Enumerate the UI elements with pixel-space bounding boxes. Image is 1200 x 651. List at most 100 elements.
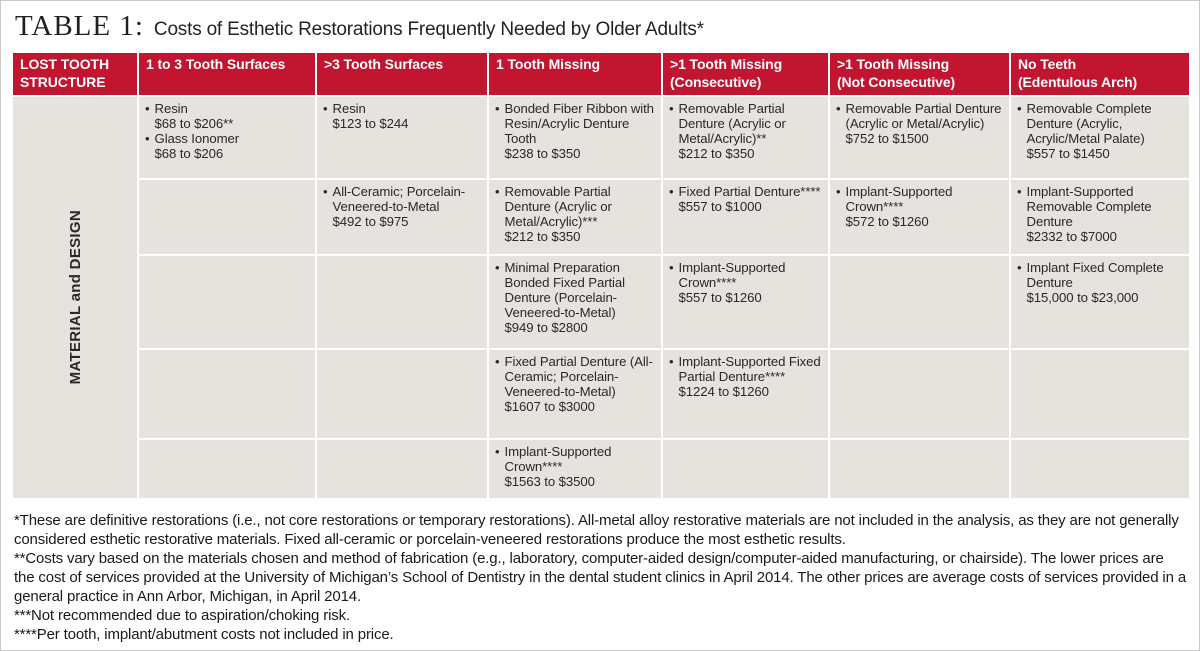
cell-item: • Glass Ionomer $68 to $206 bbox=[145, 131, 310, 161]
cell-item: • Fixed Partial Denture (All-Ceramic; Por… bbox=[495, 354, 656, 414]
table-title-text: Costs of Esthetic Restorations Frequentl… bbox=[153, 19, 704, 40]
table-cell bbox=[1011, 439, 1189, 498]
cell-item: • Fixed Partial Denture**** $557 to $1000 bbox=[669, 184, 823, 214]
table-cell: • All-Ceramic; Porcelain-Veneered-to-Meta… bbox=[317, 179, 487, 254]
footnotes: *These are definitive restorations (i.e.… bbox=[14, 511, 1187, 644]
item-price: $212 to $350 bbox=[678, 145, 755, 161]
cell-item-text: Implant-Supported Fixed Partial Denture*… bbox=[679, 354, 823, 399]
cell-item-text: Implant Fixed Complete Denture $15,000 to… bbox=[1027, 260, 1184, 305]
item-name: Implant-Supported Crown**** bbox=[504, 443, 612, 474]
item-price: $238 to $350 bbox=[504, 145, 581, 161]
bullet-icon: • bbox=[495, 183, 500, 199]
bullet-icon: • bbox=[495, 259, 500, 275]
item-price: $123 to $244 bbox=[332, 115, 409, 131]
table-cell: • Implant-Supported Fixed Partial Denture… bbox=[663, 349, 828, 438]
cell-item-text: Fixed Partial Denture**** $557 to $1000 bbox=[679, 184, 823, 214]
table-cell bbox=[139, 179, 315, 254]
bullet-icon: • bbox=[323, 183, 328, 199]
column-header-gt1-missing-consecutive: >1 Tooth Missing (Consecutive) bbox=[663, 53, 828, 95]
cell-item-text: Implant-Supported Crown**** $572 to $1260 bbox=[846, 184, 1004, 229]
item-price: $15,000 to $23,000 bbox=[1026, 289, 1139, 305]
table-cell: • Fixed Partial Denture**** $557 to $1000 bbox=[663, 179, 828, 254]
cell-item-text: Removable Partial Denture (Acrylic or Me… bbox=[846, 101, 1004, 146]
column-header-1-to-3-surfaces: 1 to 3 Tooth Surfaces bbox=[139, 53, 315, 95]
bullet-icon: • bbox=[495, 100, 500, 116]
table-number-label: TABLE 1: bbox=[15, 10, 144, 42]
bullet-icon: • bbox=[145, 130, 150, 146]
bullet-icon: • bbox=[323, 100, 328, 116]
footnote: ***Not recommended due to aspiration/cho… bbox=[14, 606, 351, 624]
table-cell bbox=[663, 439, 828, 498]
table-row: • Implant-Supported Crown**** $1563 to $35… bbox=[13, 439, 1189, 498]
cell-item: • Removable Partial Denture (Acrylic or M… bbox=[836, 101, 1004, 146]
item-price: $572 to $1260 bbox=[845, 213, 929, 229]
table-cell: • Bonded Fiber Ribbon with Resin/Acrylic … bbox=[489, 96, 661, 178]
cell-item: • Implant-Supported Fixed Partial Denture… bbox=[669, 354, 823, 399]
footnote: **Costs vary based on the materials chos… bbox=[14, 549, 1187, 605]
item-name: Resin bbox=[332, 100, 366, 116]
item-price: $557 to $1000 bbox=[678, 198, 762, 214]
table-cell: • Removable Partial Denture (Acrylic or M… bbox=[830, 96, 1009, 178]
table-cell bbox=[830, 349, 1009, 438]
cost-table: LOST TOOTH STRUCTURE 1 to 3 Tooth Surfac… bbox=[11, 51, 1191, 500]
table-cell: • Implant-Supported Crown**** $557 to $126… bbox=[663, 255, 828, 348]
table-cell: • Minimal Preparation Bonded Fixed Partia… bbox=[489, 255, 661, 348]
bullet-icon: • bbox=[1017, 100, 1022, 116]
cell-item: • All-Ceramic; Porcelain-Veneered-to-Meta… bbox=[323, 184, 482, 229]
cell-item: • Minimal Preparation Bonded Fixed Partia… bbox=[495, 260, 656, 335]
bullet-icon: • bbox=[1017, 183, 1022, 199]
table-row: MATERIAL and DESIGN • Resin $68 to $206** • G… bbox=[13, 96, 1189, 498]
item-name: Removable Partial Denture (Acrylic or Me… bbox=[845, 100, 1002, 131]
table-cell: • Removable Partial Denture (Acrylic or M… bbox=[663, 96, 828, 178]
item-price: $557 to $1450 bbox=[1026, 145, 1110, 161]
cell-item-text: Minimal Preparation Bonded Fixed Partial… bbox=[505, 260, 656, 335]
item-name: Resin bbox=[154, 100, 188, 116]
item-name: Removable Partial Denture (Acrylic or Me… bbox=[678, 100, 786, 146]
cell-item-text: Implant-Supported Crown**** $1563 to $350… bbox=[505, 444, 656, 489]
cell-item: • Resin $123 to $244 bbox=[323, 101, 482, 131]
cell-item-text: Resin $123 to $244 bbox=[333, 101, 482, 131]
item-price: $68 to $206 bbox=[154, 145, 224, 161]
cell-item-text: Fixed Partial Denture (All-Ceramic; Porc… bbox=[505, 354, 656, 414]
item-name: Removable Partial Denture (Acrylic or Me… bbox=[504, 183, 612, 229]
item-name: Implant-Supported Fixed Partial Denture*… bbox=[678, 353, 821, 384]
row-group-label-cell: MATERIAL and DESIGN bbox=[13, 96, 137, 498]
cell-item-text: Glass Ionomer $68 to $206 bbox=[155, 131, 310, 161]
item-price: $949 to $2800 bbox=[504, 319, 588, 335]
cell-item-text: Bonded Fiber Ribbon with Resin/Acrylic D… bbox=[505, 101, 656, 161]
table-cell bbox=[830, 439, 1009, 498]
bullet-icon: • bbox=[836, 100, 841, 116]
table-row: • All-Ceramic; Porcelain-Veneered-to-Meta… bbox=[13, 179, 1189, 254]
item-name: Implant-Supported Removable Complete Den… bbox=[1026, 183, 1152, 229]
item-name: Glass Ionomer bbox=[154, 130, 240, 146]
item-name: Implant-Supported Crown**** bbox=[845, 183, 953, 214]
table-cell: • Implant-Supported Crown**** $572 to $126… bbox=[830, 179, 1009, 254]
item-name: Fixed Partial Denture (All-Ceramic; Porc… bbox=[504, 353, 653, 399]
bullet-icon: • bbox=[1017, 259, 1022, 275]
table-cell bbox=[317, 255, 487, 348]
column-header-lost-tooth-structure: LOST TOOTH STRUCTURE bbox=[13, 53, 137, 95]
bullet-icon: • bbox=[836, 183, 841, 199]
bullet-icon: • bbox=[495, 443, 500, 459]
header-row: LOST TOOTH STRUCTURE 1 to 3 Tooth Surfac… bbox=[13, 53, 1189, 95]
row-group-label: MATERIAL and DESIGN bbox=[66, 210, 84, 385]
item-price: $1563 to $3500 bbox=[504, 473, 595, 489]
cell-item: • Implant-Supported Removable Complete De… bbox=[1017, 184, 1184, 244]
table-cell: • Removable Partial Denture (Acrylic or M… bbox=[489, 179, 661, 254]
bullet-icon: • bbox=[669, 100, 674, 116]
table-cell: • Removable Complete Denture (Acrylic, Ac… bbox=[1011, 96, 1189, 178]
bullet-icon: • bbox=[495, 353, 500, 369]
footnote: ****Per tooth, implant/abutment costs no… bbox=[14, 625, 394, 643]
table-cell: • Resin $68 to $206** • Glass Ionomer $68 to … bbox=[139, 96, 315, 178]
table-cell: • Implant-Supported Crown**** $1563 to $35… bbox=[489, 439, 661, 498]
table-row: • Fixed Partial Denture (All-Ceramic; Por… bbox=[13, 349, 1189, 438]
table-cell bbox=[139, 255, 315, 348]
cell-item: • Implant Fixed Complete Denture $15,000 t… bbox=[1017, 260, 1184, 305]
item-price: $557 to $1260 bbox=[678, 289, 762, 305]
bullet-icon: • bbox=[145, 100, 150, 116]
item-name: Minimal Preparation Bonded Fixed Partial… bbox=[504, 259, 626, 320]
table-cell: • Implant-Supported Removable Complete De… bbox=[1011, 179, 1189, 254]
cell-item: • Resin $68 to $206** bbox=[145, 101, 310, 131]
cell-item: • Bonded Fiber Ribbon with Resin/Acrylic … bbox=[495, 101, 656, 161]
bullet-icon: • bbox=[669, 259, 674, 275]
